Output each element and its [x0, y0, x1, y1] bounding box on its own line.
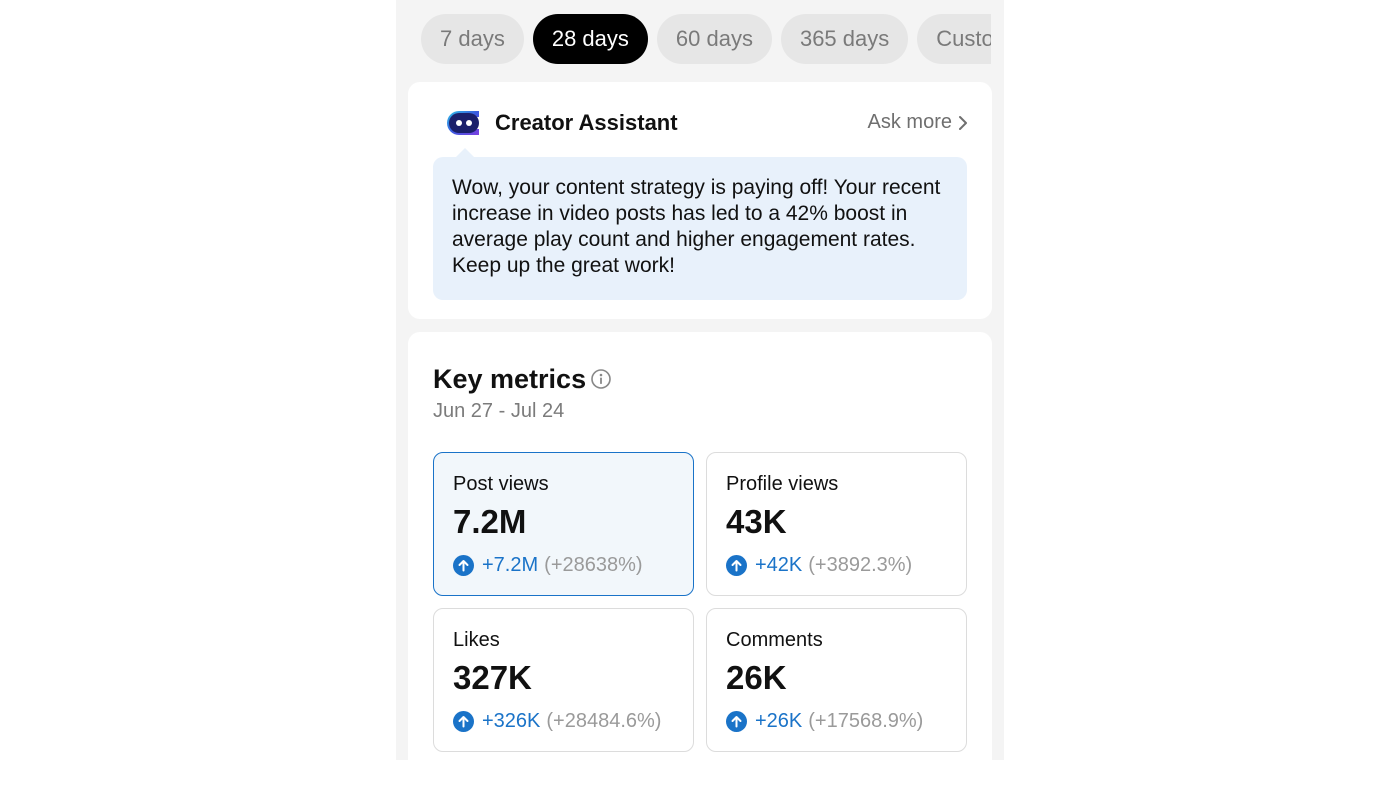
metric-value: 7.2M	[453, 503, 527, 540]
assistant-message: Wow, your content strategy is paying off…	[433, 157, 967, 300]
message-bubble-tail	[456, 148, 474, 157]
assistant-title: Creator Assistant	[495, 110, 678, 135]
metric-delta-percent: (+17568.9%)	[808, 710, 924, 732]
metric-delta-value: +26K	[755, 710, 803, 732]
ask-more-label: Ask more	[867, 111, 952, 133]
metric-delta-value: +7.2M	[482, 554, 539, 576]
metric-delta: +26K (+17568.9%)	[726, 710, 923, 733]
tab-28-days[interactable]: 28 days	[532, 14, 648, 64]
arrow-up-circle-icon	[726, 711, 747, 732]
tab-365-days[interactable]: 365 days	[780, 14, 909, 64]
metric-likes[interactable]: Likes 327K +326K (+28484.6%)	[433, 608, 694, 752]
metric-value: 327K	[453, 659, 532, 696]
metric-profile-views[interactable]: Profile views 43K +42K (+3892.3%)	[706, 452, 967, 596]
metric-post-views[interactable]: Post views 7.2M +7.2M (+28638%)	[433, 452, 694, 596]
metric-label: Comments	[726, 629, 823, 651]
metric-delta-percent: (+28484.6%)	[546, 710, 662, 732]
tab-60-days[interactable]: 60 days	[656, 14, 772, 64]
metric-label: Post views	[453, 473, 549, 495]
metric-delta-percent: (+28638%)	[544, 554, 643, 576]
metric-delta: +7.2M (+28638%)	[453, 554, 643, 577]
arrow-up-circle-icon	[453, 711, 474, 732]
metric-delta: +42K (+3892.3%)	[726, 554, 912, 577]
ask-more-link[interactable]: Ask more	[868, 111, 968, 134]
arrow-up-circle-icon	[453, 555, 474, 576]
assistant-logo-icon	[447, 111, 479, 135]
metric-value: 26K	[726, 659, 787, 696]
creator-assistant-card: Creator Assistant Ask more Wow, your con…	[408, 82, 992, 319]
tab-7-days[interactable]: 7 days	[421, 14, 524, 64]
arrow-up-circle-icon	[726, 555, 747, 576]
metric-delta-value: +42K	[755, 554, 803, 576]
key-metrics-title: Key metrics	[433, 364, 587, 394]
metric-delta-value: +326K	[482, 710, 541, 732]
metric-label: Profile views	[726, 473, 839, 495]
metric-label: Likes	[453, 629, 500, 651]
metric-value: 43K	[726, 503, 787, 540]
key-metrics-card: Key metrics Jun 27 - Jul 24 Post views 7…	[408, 332, 992, 760]
metric-delta: +326K (+28484.6%)	[453, 710, 661, 733]
date-range-label: Jun 27 - Jul 24	[433, 400, 565, 422]
tab-custom[interactable]: Custom	[917, 14, 991, 64]
metric-delta-percent: (+3892.3%)	[808, 554, 913, 576]
metric-comments[interactable]: Comments 26K +26K (+17568.9%)	[706, 608, 967, 752]
chevron-right-icon	[959, 115, 967, 130]
info-icon[interactable]	[590, 368, 612, 390]
